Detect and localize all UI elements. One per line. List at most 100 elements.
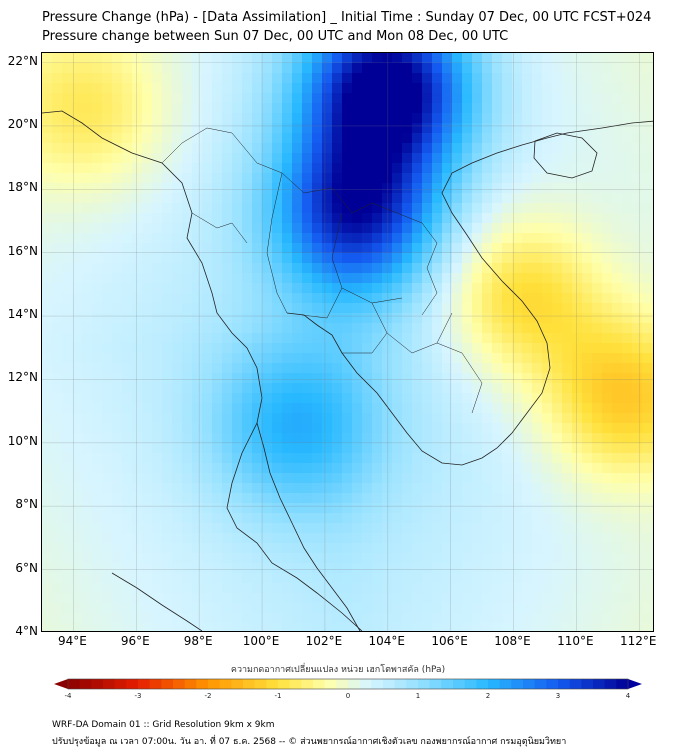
field-cell (62, 283, 73, 294)
field-cell (512, 243, 523, 254)
field-cell (562, 413, 573, 424)
field-cell (342, 423, 353, 434)
field-cell (102, 113, 113, 124)
field-cell (652, 263, 653, 274)
field-cell (242, 433, 253, 444)
field-cell (422, 233, 433, 244)
field-cell (552, 363, 563, 374)
field-cell (552, 273, 563, 284)
field-cell (572, 93, 583, 104)
field-cell (592, 363, 603, 374)
latitude-label: 16°N (7, 243, 38, 258)
field-cell (412, 113, 423, 124)
field-cell (132, 133, 143, 144)
field-cell (112, 173, 123, 184)
field-cell (312, 173, 323, 184)
field-cell (262, 343, 273, 354)
field-cell (252, 343, 263, 354)
field-cell (322, 593, 333, 604)
field-cell (222, 183, 233, 194)
field-cell (522, 153, 533, 164)
field-cell (82, 593, 93, 604)
field-cell (242, 263, 253, 274)
field-cell (622, 363, 633, 374)
field-cell (642, 133, 653, 144)
field-cell (52, 353, 63, 364)
field-cell (622, 593, 633, 604)
field-cell (352, 233, 363, 244)
field-cell (202, 73, 213, 84)
field-cell (182, 113, 193, 124)
field-cell (192, 363, 203, 374)
field-cell (372, 453, 383, 464)
field-cell (492, 543, 503, 554)
field-cell (492, 143, 503, 154)
field-cell (192, 73, 203, 84)
field-cell (602, 593, 613, 604)
field-cell (472, 323, 483, 334)
field-cell (442, 243, 453, 254)
field-cell (132, 573, 143, 584)
field-cell (472, 303, 483, 314)
field-cell (162, 513, 173, 524)
field-cell (432, 423, 443, 434)
field-cell (312, 553, 323, 564)
field-cell (152, 323, 163, 334)
field-cell (632, 143, 643, 154)
field-cell (482, 573, 493, 584)
field-cell (192, 323, 203, 334)
field-cell (72, 83, 83, 94)
field-cell (612, 233, 623, 244)
field-cell (252, 583, 263, 594)
field-cell (382, 503, 393, 514)
colorbar-segment (464, 679, 477, 689)
field-cell (472, 363, 483, 374)
field-cell (122, 543, 133, 554)
field-cell (142, 563, 153, 574)
field-cell (242, 183, 253, 194)
field-cell (322, 303, 333, 314)
field-cell (152, 403, 163, 414)
field-cell (242, 63, 253, 74)
field-cell (342, 483, 353, 494)
field-cell (302, 543, 313, 554)
field-cell (592, 223, 603, 234)
field-cell (132, 423, 143, 434)
field-cell (372, 463, 383, 474)
field-cell (602, 63, 613, 74)
field-cell (562, 473, 573, 484)
field-cell (152, 583, 163, 594)
field-cell (422, 243, 433, 254)
field-cell (432, 573, 443, 584)
field-cell (182, 283, 193, 294)
field-cell (202, 193, 213, 204)
field-cell (302, 443, 313, 454)
field-cell (152, 353, 163, 364)
field-cell (142, 83, 153, 94)
field-cell (132, 173, 143, 184)
field-cell (222, 63, 233, 74)
field-cell (622, 353, 633, 364)
field-cell (482, 123, 493, 134)
field-cell (332, 303, 343, 314)
field-cell (562, 593, 573, 604)
field-cell (242, 243, 253, 254)
field-cell (512, 573, 523, 584)
field-cell (112, 623, 123, 631)
field-cell (552, 503, 563, 514)
colorbar (54, 678, 642, 690)
field-cell (622, 223, 633, 234)
field-cell (282, 393, 293, 404)
field-cell (572, 573, 583, 584)
field-cell (432, 153, 443, 164)
field-cell (42, 163, 53, 174)
field-cell (462, 303, 473, 314)
field-cell (302, 433, 313, 444)
field-cell (172, 193, 183, 204)
field-cell (642, 343, 653, 354)
field-cell (72, 163, 83, 174)
field-cell (612, 403, 623, 414)
field-cell (342, 523, 353, 534)
field-cell (632, 353, 643, 364)
field-cell (412, 613, 423, 624)
